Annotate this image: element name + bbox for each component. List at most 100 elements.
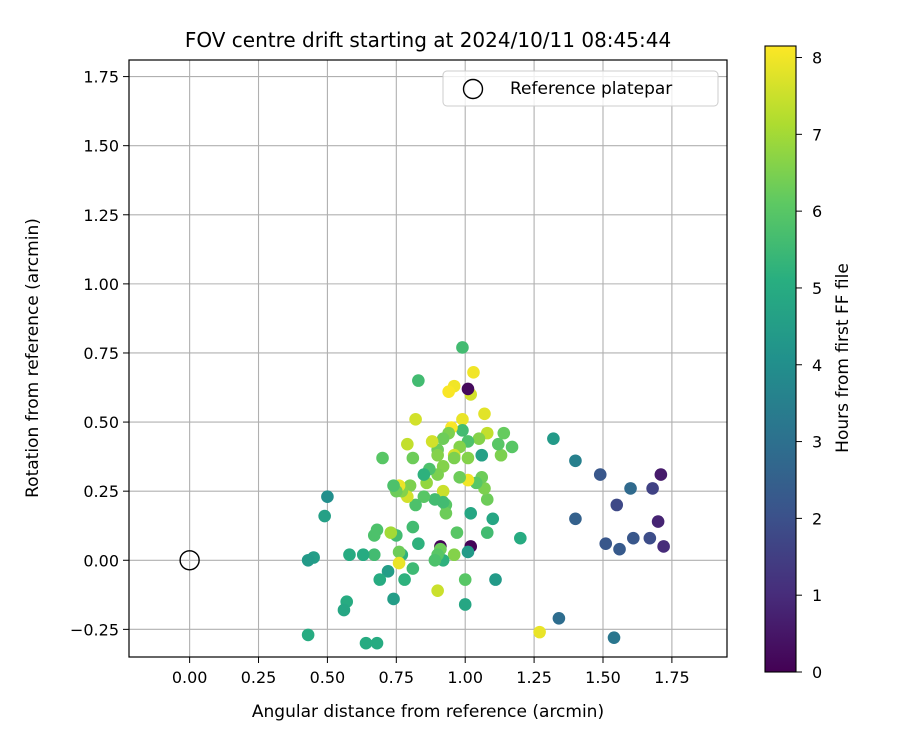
- data-point: [425, 435, 439, 448]
- data-point: [412, 374, 425, 387]
- data-point: [514, 531, 527, 545]
- data-point: [387, 479, 400, 492]
- legend: Reference platepar: [442, 70, 719, 107]
- colorbar-tick-label: 1: [812, 586, 822, 605]
- grid: [129, 60, 727, 657]
- reference-platepar-marker: [179, 550, 200, 571]
- y-tick-label: 1.00: [83, 275, 119, 294]
- data-point: [370, 636, 384, 650]
- colorbar-tick-label: 2: [812, 509, 822, 528]
- data-point: [359, 636, 373, 650]
- data-point: [497, 426, 511, 440]
- data-point: [392, 545, 406, 559]
- data-point: [447, 548, 461, 562]
- data-point: [343, 548, 356, 562]
- data-point: [301, 553, 315, 567]
- data-point: [373, 573, 387, 586]
- data-point: [533, 625, 546, 639]
- colorbar-tick-label: 3: [812, 433, 822, 452]
- data-point: [491, 437, 505, 451]
- y-tick-label: 0.00: [83, 551, 119, 570]
- data-point: [461, 382, 475, 396]
- data-point: [439, 506, 453, 520]
- data-point: [627, 531, 640, 545]
- data-point: [453, 471, 466, 484]
- legend-entry-label: Reference platepar: [510, 79, 672, 99]
- data-point: [367, 548, 381, 562]
- colorbar-tick-label: 0: [812, 663, 822, 682]
- data-point: [489, 573, 502, 586]
- data-point: [442, 385, 455, 398]
- y-tick-label: 1.50: [83, 137, 119, 156]
- data-point: [417, 490, 431, 503]
- y-tick-label: 0.50: [83, 413, 119, 432]
- data-point: [381, 565, 395, 578]
- data-point: [406, 451, 420, 465]
- data-point: [505, 440, 519, 454]
- x-tick-label: 0.50: [310, 668, 346, 687]
- data-point: [547, 432, 560, 445]
- colorbar-title: Hours from first FF file: [833, 263, 853, 453]
- x-axis-title: Angular distance from reference (arcmin): [252, 702, 604, 722]
- data-point: [613, 542, 626, 556]
- colorbar-frame: [764, 45, 797, 673]
- data-point: [436, 484, 450, 498]
- data-point: [569, 512, 582, 526]
- data-point: [398, 573, 411, 586]
- reference-marker-layer: [179, 550, 200, 571]
- data-point: [456, 413, 469, 426]
- data-point: [467, 366, 480, 379]
- data-point: [356, 548, 370, 562]
- x-tick-label: 1.25: [516, 668, 552, 687]
- colorbar: 0 1 2 3 4 5 6 7 8 Hours from first FF file: [764, 45, 853, 682]
- data-point: [654, 468, 668, 481]
- data-point: [337, 603, 351, 617]
- data-point: [318, 509, 331, 523]
- data-point: [392, 556, 406, 570]
- colorbar-tick-label: 8: [812, 49, 822, 68]
- data-point: [552, 612, 566, 625]
- y-tick-label: 0.25: [83, 482, 119, 501]
- data-point: [456, 341, 469, 354]
- data-point: [367, 529, 381, 542]
- colorbar-tick-label: 4: [812, 356, 822, 375]
- data-point: [456, 424, 469, 437]
- data-point: [494, 448, 508, 462]
- y-axis-title: Rotation from reference (arcmin): [23, 218, 43, 498]
- data-point: [607, 631, 621, 644]
- data-point: [569, 454, 582, 468]
- data-point: [301, 628, 315, 642]
- colorbar-tick-label: 5: [812, 279, 822, 298]
- colorbar-gradient: [765, 46, 796, 672]
- data-point: [450, 526, 464, 539]
- data-point: [431, 448, 444, 462]
- data-point: [387, 592, 400, 606]
- data-point: [409, 498, 422, 512]
- data-point: [610, 498, 624, 512]
- x-tick-label: 1.00: [447, 668, 483, 687]
- x-tick-label: 1.75: [654, 668, 690, 687]
- data-point: [643, 531, 657, 545]
- data-point: [657, 540, 670, 553]
- data-point: [417, 468, 431, 481]
- data-point: [478, 407, 491, 421]
- data-point: [409, 413, 422, 426]
- y-tick-label: −0.25: [70, 620, 119, 639]
- plot-frame: [128, 59, 728, 658]
- data-point: [447, 451, 461, 465]
- y-axis-ticks: −0.25 0.00 0.25 0.50 0.75 1.00 1.25 1.50 1.75: [70, 68, 129, 639]
- data-point: [461, 545, 475, 559]
- data-point: [384, 526, 398, 539]
- y-tick-label: 1.25: [83, 206, 119, 225]
- data-point: [599, 537, 613, 550]
- data-point: [406, 562, 420, 575]
- x-tick-label: 0.25: [241, 668, 277, 687]
- x-tick-label: 0.00: [172, 668, 208, 687]
- x-tick-label: 0.75: [378, 668, 414, 687]
- data-point: [651, 515, 665, 528]
- data-point: [480, 493, 494, 506]
- data-point: [436, 432, 450, 445]
- chart-title: FOV centre drift starting at 2024/10/11 …: [185, 28, 671, 52]
- legend-box: [442, 70, 719, 107]
